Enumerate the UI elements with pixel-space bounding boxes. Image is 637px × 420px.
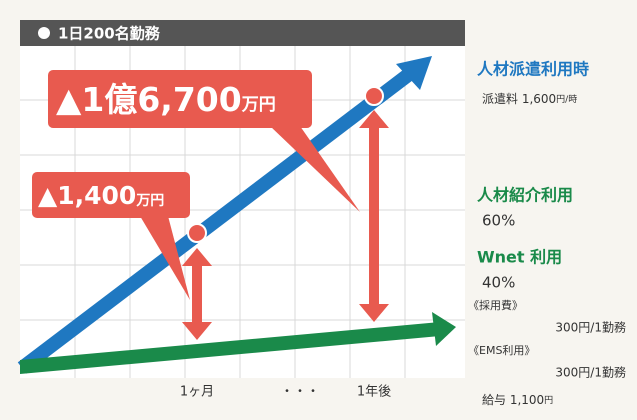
callout-unit: 万円: [241, 95, 276, 115]
callout-unit: 万円: [135, 193, 164, 209]
legend-detail-text: 派遣料 1,600: [482, 91, 556, 106]
dispatch-arrowhead: [396, 56, 432, 90]
callout-tail: [140, 216, 190, 300]
callout-text: ▲1,400万円: [38, 181, 164, 210]
legend-title: 人材派遣利用時: [477, 60, 589, 79]
point-marker: [187, 223, 207, 243]
salary-text: 給与 1,100: [482, 393, 544, 407]
callout-box: [48, 70, 312, 128]
cost-label: 《採用費》: [468, 298, 523, 312]
header-title: 1日200名勤務: [58, 25, 161, 43]
salary: 給与 1,100円: [482, 393, 553, 407]
legend-detail: 派遣料 1,600円/時: [482, 91, 577, 106]
cost-value: 300円/1勤務: [555, 366, 626, 380]
dispatch-line: [17, 66, 417, 374]
legend-title: 人材紹介利用: [477, 186, 573, 205]
callout-value: ▲1,400: [38, 181, 136, 210]
callout-box: [32, 172, 190, 218]
header-bullet: [38, 27, 50, 39]
callout-value: ▲1億6,700: [56, 80, 242, 119]
callout-text: ▲1億6,700万円: [56, 80, 276, 119]
cost-value: 300円/1勤務: [555, 321, 626, 335]
legend-detail-unit: 円/時: [556, 94, 577, 105]
salary-unit: 円: [544, 395, 553, 406]
arrow-head: [359, 110, 389, 128]
wnet-arrowhead: [432, 312, 456, 346]
wnet-line: [20, 322, 440, 374]
arrow-head: [359, 304, 389, 322]
point-marker: [364, 86, 384, 106]
arrow-shaft: [192, 262, 202, 326]
x-label: 1年後: [357, 385, 391, 400]
arrow-shaft: [369, 124, 379, 308]
arrow-head: [182, 322, 212, 340]
difference-arrows: [182, 110, 389, 340]
header-bar: [20, 20, 465, 46]
x-label: ・・・: [280, 385, 319, 400]
legend-rate: 40%: [482, 274, 515, 292]
legend-rate: 60%: [482, 212, 515, 230]
x-label: 1ヶ月: [180, 385, 214, 400]
arrow-head: [182, 248, 212, 266]
legend-title: Wnet 利用: [477, 248, 562, 267]
cost-label: 《EMS利用》: [468, 344, 535, 357]
callout-tail: [270, 126, 360, 212]
